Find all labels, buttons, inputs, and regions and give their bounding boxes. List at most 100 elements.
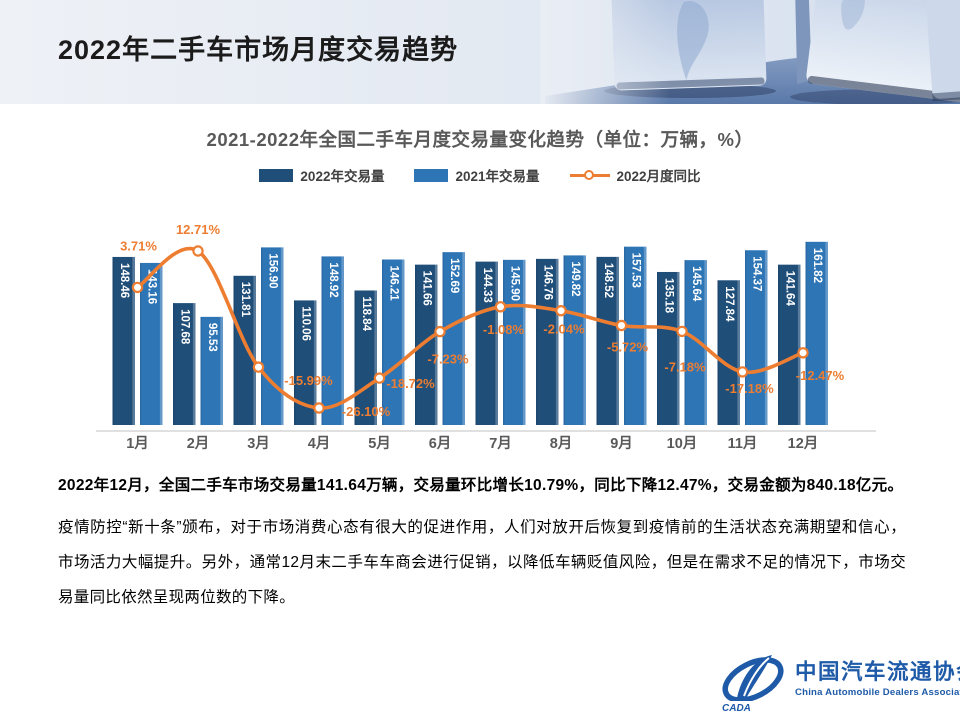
bar-bevel	[555, 258, 559, 425]
bar-bevel	[503, 259, 505, 425]
month-label-12月: 12月	[788, 435, 819, 452]
bar-value-label: 145.90	[508, 266, 520, 301]
month-label-5月: 5月	[368, 435, 391, 452]
legend-swatch-2021	[414, 168, 449, 182]
bar-bevel	[745, 250, 747, 425]
bar-bevel	[415, 264, 417, 425]
month-label-9月: 9月	[610, 435, 633, 452]
bar-bevel	[442, 252, 444, 425]
bar-value-label: 148.92	[327, 262, 339, 297]
yoy-label-5月: -18.72%	[386, 376, 435, 391]
bar-value-label: 95.53	[206, 323, 218, 352]
bar-8月	[536, 258, 559, 425]
bar-2月	[173, 303, 196, 425]
bar-bevel	[616, 256, 619, 425]
yoy-label-9月: -5.72%	[607, 340, 649, 355]
org-name-block: 中国汽车流通协会 China Automobile Dealers Associ…	[795, 660, 960, 698]
yoy-label-11月: -17.18%	[725, 381, 774, 396]
bar-value-label: 144.33	[481, 268, 493, 303]
bar-bevel	[764, 250, 768, 425]
header-art-cubes	[0, 0, 960, 104]
bar-bevel	[737, 280, 740, 425]
bar-4月	[294, 300, 317, 425]
org-name-cn: 中国汽车流通协会	[795, 660, 960, 684]
bar-bevel	[825, 241, 828, 425]
page-title: 2022年二手车市场月度交易趋势	[58, 35, 459, 65]
bar-value-label: 110.06	[299, 306, 311, 341]
trend-chart-root: 148.46 107.68 131.81 110.06 118.84 141.66 144.…	[96, 222, 876, 452]
bar-bevel	[583, 255, 586, 425]
chart-legend: 2022年交易量 2021年交易量 2022月度同比	[0, 165, 960, 185]
month-labels: 1月 2月 3月 4月 5月 6月 7月 8月 9月 10月 11月 12月	[126, 435, 818, 452]
bar-bevel	[374, 290, 377, 425]
bar-value-label: 148.52	[602, 263, 614, 298]
trend-chart: 148.46 107.68 131.81 110.06 118.84 141.66 144.…	[96, 222, 876, 452]
legend-item-2021-volume: 2021年交易量	[414, 165, 540, 185]
bar-bevel	[536, 258, 538, 425]
yoy-marker-12月	[797, 347, 809, 359]
bar-value-label: 135.18	[662, 278, 674, 314]
bar-value-label: 145.64	[690, 266, 702, 302]
bar-9月	[624, 246, 647, 425]
bar-bevel	[132, 256, 135, 425]
bar-bevel	[643, 246, 647, 425]
bar-bevel	[382, 259, 384, 425]
bar-bevel	[233, 275, 235, 425]
bar-4月	[321, 256, 344, 425]
bar-6月	[442, 252, 465, 425]
bar-3月	[261, 247, 284, 425]
bar-bevel	[676, 271, 680, 425]
bar-10月	[657, 271, 680, 425]
yoy-marker-8月	[555, 304, 567, 317]
yoy-marker-10月	[676, 325, 688, 338]
month-label-3月: 3月	[247, 435, 270, 452]
bar-bevel	[522, 259, 526, 425]
yoy-marker-6月	[434, 325, 446, 338]
bar-3月	[233, 275, 256, 425]
yoy-value-labels: 3.71% 12.71% -15.99% -26.10% -18.72% -7.23% -1…	[120, 222, 845, 419]
bar-7月	[503, 259, 526, 425]
yoy-label-8月: -2.04%	[543, 322, 585, 337]
legend-swatch-yoy-line	[569, 169, 610, 182]
yoy-marker-1月	[131, 281, 144, 294]
bar-bevel	[321, 256, 323, 425]
bar-value-label: 161.82	[811, 248, 823, 283]
month-label-4月: 4月	[308, 435, 331, 452]
bar-6月	[415, 264, 438, 425]
yoy-marker-3月	[252, 361, 265, 373]
yoy-label-6月: -7.23%	[427, 352, 469, 367]
bar-5月	[382, 259, 405, 425]
cada-logo-icon: CADA	[720, 655, 784, 714]
bar-bevel	[596, 256, 598, 425]
bar-value-label: 107.68	[178, 309, 190, 345]
yoy-label-3月: -15.99%	[284, 373, 333, 388]
bar-bevel	[159, 262, 163, 425]
bar-bevel	[173, 303, 175, 425]
legend-swatch-2022	[259, 168, 294, 182]
bar-7月	[475, 261, 498, 425]
yoy-marker-7月	[494, 301, 507, 313]
yoy-label-2月: 12.71%	[176, 222, 221, 237]
org-name-en: China Automobile Dealers Association	[795, 687, 960, 698]
yoy-label-12月: -12.47%	[796, 368, 845, 383]
bar-value-label: 127.84	[723, 286, 735, 322]
bar-bevel	[434, 264, 438, 425]
yoy-marker-9月	[615, 319, 628, 332]
month-label-6月: 6月	[429, 435, 452, 452]
bar-value-label: 157.53	[629, 253, 641, 288]
bar-bevel	[797, 264, 801, 425]
bar-bevel	[192, 303, 196, 425]
bar-bevel	[354, 290, 356, 425]
bar-bevel	[684, 260, 686, 425]
bar-bevel	[280, 247, 284, 425]
yoy-marker-5月	[373, 372, 386, 384]
chart-title: 2021-2022年全国二手车月度交易量变化趋势（单位：万辆，%）	[206, 129, 754, 150]
bar-2月	[200, 316, 223, 425]
legend-label-yoy: 2022月度同比	[616, 169, 701, 184]
bar-bevel	[778, 264, 780, 425]
bar-8月	[563, 255, 586, 425]
bar-value-label: 131.81	[239, 282, 251, 318]
bar-value-label: 154.37	[750, 256, 762, 291]
month-label-10月: 10月	[667, 435, 698, 452]
legend-label-2022: 2022年交易量	[300, 169, 385, 184]
